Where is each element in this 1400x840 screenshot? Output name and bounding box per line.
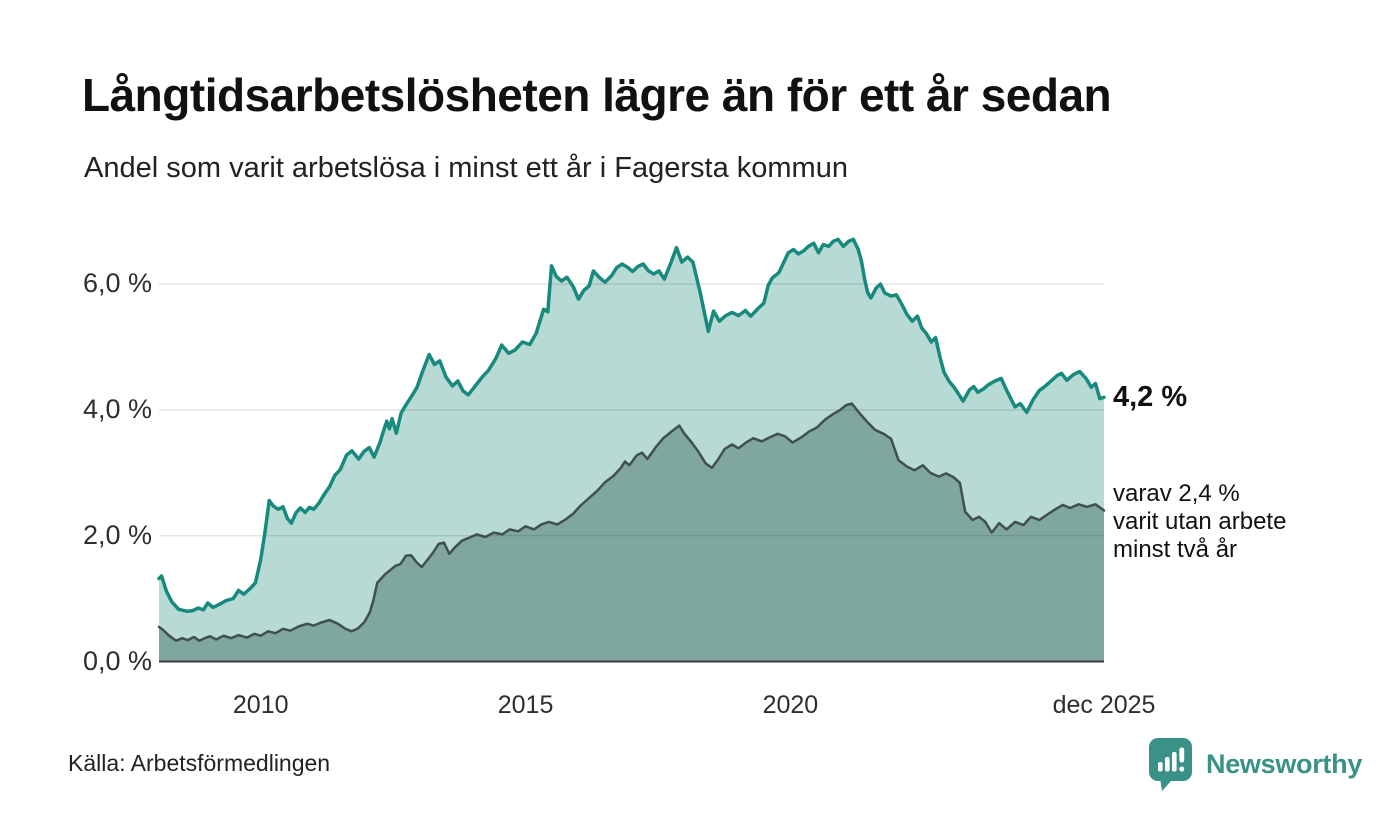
chart-subtitle: Andel som varit arbetslösa i minst ett å…: [84, 152, 848, 184]
x-tick-label: 2015: [497, 691, 554, 719]
annotation-two-plus-line2: varit utan arbete: [1113, 507, 1287, 535]
source-note: Källa: Arbetsförmedlingen: [68, 750, 331, 776]
newsworthy-speech-bubble-bar-chart-icon: [1149, 738, 1192, 791]
annotation-two-plus: varav 2,4 % varit utan arbete minst två …: [1113, 480, 1286, 564]
newsworthy-wordmark: Newsworthy: [1206, 748, 1363, 779]
area-two-plus: [159, 403, 1104, 662]
newsworthy-logo: Newsworthy: [1148, 737, 1362, 791]
y-tick-label: 6,0 %: [82, 268, 152, 299]
x-tick-label: dec 2025: [1052, 691, 1156, 719]
y-tick-label: 4,0 %: [82, 393, 152, 424]
line-two-plus: [157, 402, 1106, 642]
chart-title: Långtidsarbetslösheten lägre än för ett …: [82, 69, 1112, 121]
x-tick-label: 2010: [232, 691, 289, 719]
line-total: [157, 237, 1106, 613]
y-tick-label: 0,0 %: [82, 645, 152, 676]
x-tick-label: 2020: [762, 691, 819, 719]
annotation-two-plus-line1: varav 2,4 %: [1113, 479, 1240, 507]
annotation-latest-total: 4,2 %: [1113, 381, 1188, 414]
annotation-two-plus-line3: minst två år: [1113, 535, 1238, 563]
y-tick-label: 2,0 %: [82, 519, 152, 550]
